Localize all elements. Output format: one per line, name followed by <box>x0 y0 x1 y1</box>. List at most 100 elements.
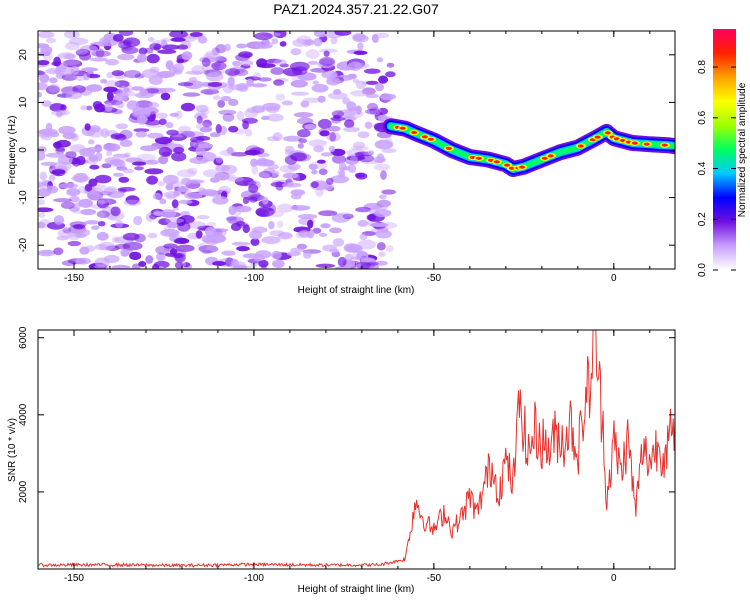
noise-blob <box>298 138 308 144</box>
noise-blob <box>272 259 285 269</box>
noise-blob <box>344 253 354 261</box>
snr-panel: -150 -100 -50 0 2000 4000 6000 Height of stra… <box>7 326 676 595</box>
noise-blob <box>196 215 210 220</box>
noise-blob <box>223 43 231 52</box>
colorbar: 0.0 0.2 0.4 0.6 0.8 Normalized spectral ampl… <box>697 29 748 277</box>
noise-blob <box>245 128 253 137</box>
noise-blob <box>170 37 186 42</box>
colorbar-label: Normalized spectral amplitude <box>737 82 748 217</box>
noise-blob <box>112 34 124 42</box>
noise-blob <box>304 123 317 130</box>
noise-blob <box>174 261 184 269</box>
noise-blob <box>95 48 105 58</box>
noise-blob <box>311 181 319 189</box>
noise-blob <box>375 260 388 266</box>
noise-blob <box>114 243 131 250</box>
noise-blob <box>58 125 76 135</box>
noise-blob <box>347 106 361 112</box>
noise-blob <box>305 49 320 59</box>
noise-blob <box>198 245 219 253</box>
noise-blob <box>51 110 67 116</box>
noise-blob <box>100 78 108 84</box>
noise-blob <box>110 133 125 139</box>
noise-blob <box>45 152 66 158</box>
noise-blob <box>136 115 148 125</box>
x-tick-label: -50 <box>427 573 442 584</box>
noise-blob <box>286 251 301 257</box>
noise-blob <box>38 82 48 91</box>
noise-blob <box>70 133 79 142</box>
noise-blob <box>165 194 177 200</box>
noise-blob <box>217 99 226 108</box>
noise-blob <box>311 169 318 175</box>
noise-blob <box>302 250 312 259</box>
noise-blob <box>123 37 141 47</box>
noise-blob <box>376 242 386 251</box>
noise-blob <box>338 170 346 178</box>
signal-hotspot-core <box>445 146 452 150</box>
noise-blob <box>138 261 147 267</box>
noise-blob <box>256 209 270 218</box>
noise-blob <box>326 177 334 185</box>
noise-blob <box>240 60 254 67</box>
signal-hotspot-core <box>493 160 500 164</box>
noise-blob <box>175 244 195 252</box>
spectrogram-panel: -150 -100 -50 0 20 10 0 -10 -20 Height of strai… <box>7 30 676 296</box>
noise-blob <box>189 32 203 37</box>
noise-blob <box>55 110 63 118</box>
noise-blob <box>257 157 268 165</box>
noise-blob <box>265 210 284 218</box>
noise-blob <box>343 109 364 119</box>
y-tick-label: -10 <box>18 190 29 205</box>
noise-blob <box>40 161 58 166</box>
noise-blob <box>89 164 100 170</box>
noise-blob <box>158 146 173 157</box>
noise-blob <box>93 184 107 190</box>
noise-blob <box>337 256 347 267</box>
noise-blob <box>290 48 302 56</box>
noise-blob <box>55 147 66 152</box>
noise-blob <box>326 132 341 142</box>
noise-blob <box>344 119 355 129</box>
noise-blob <box>38 70 46 75</box>
noise-blob <box>66 188 81 197</box>
noise-blob <box>352 78 360 84</box>
noise-blob <box>115 123 128 130</box>
noise-blob <box>236 43 247 49</box>
noise-blob <box>169 248 178 255</box>
signal-hotspot-core <box>604 131 611 135</box>
noise-blob <box>347 164 357 173</box>
noise-blob <box>98 241 115 251</box>
noise-blob <box>178 186 188 193</box>
noise-blob <box>154 112 168 119</box>
noise-blob <box>258 259 269 268</box>
noise-blob <box>357 42 364 51</box>
snr-frame <box>37 329 676 570</box>
noise-blob <box>180 177 192 186</box>
noise-blob <box>317 95 326 103</box>
noise-blob <box>123 199 142 207</box>
noise-blob <box>277 232 293 240</box>
noise-blob <box>96 210 110 218</box>
noise-blob <box>169 112 179 117</box>
noise-blob <box>122 232 140 241</box>
noise-blob <box>173 69 183 75</box>
noise-blob <box>41 100 52 107</box>
noise-blob <box>153 211 164 217</box>
colorbar-ticks: 0.0 0.2 0.4 0.6 0.8 <box>697 60 736 277</box>
y-tick-label: 20 <box>18 49 29 61</box>
noise-blob <box>351 256 369 261</box>
noise-blob <box>251 165 259 175</box>
noise-blob <box>180 102 196 112</box>
noise-blob <box>386 62 395 68</box>
noise-blob <box>346 244 363 253</box>
noise-blob <box>70 65 80 76</box>
noise-blob <box>181 51 193 60</box>
noise-blob <box>281 100 294 106</box>
noise-blob <box>308 163 318 170</box>
noise-blob <box>152 192 162 200</box>
noise-blob <box>290 205 311 211</box>
noise-blob <box>159 198 167 205</box>
noise-blob <box>235 53 250 62</box>
noise-blob <box>187 167 198 175</box>
